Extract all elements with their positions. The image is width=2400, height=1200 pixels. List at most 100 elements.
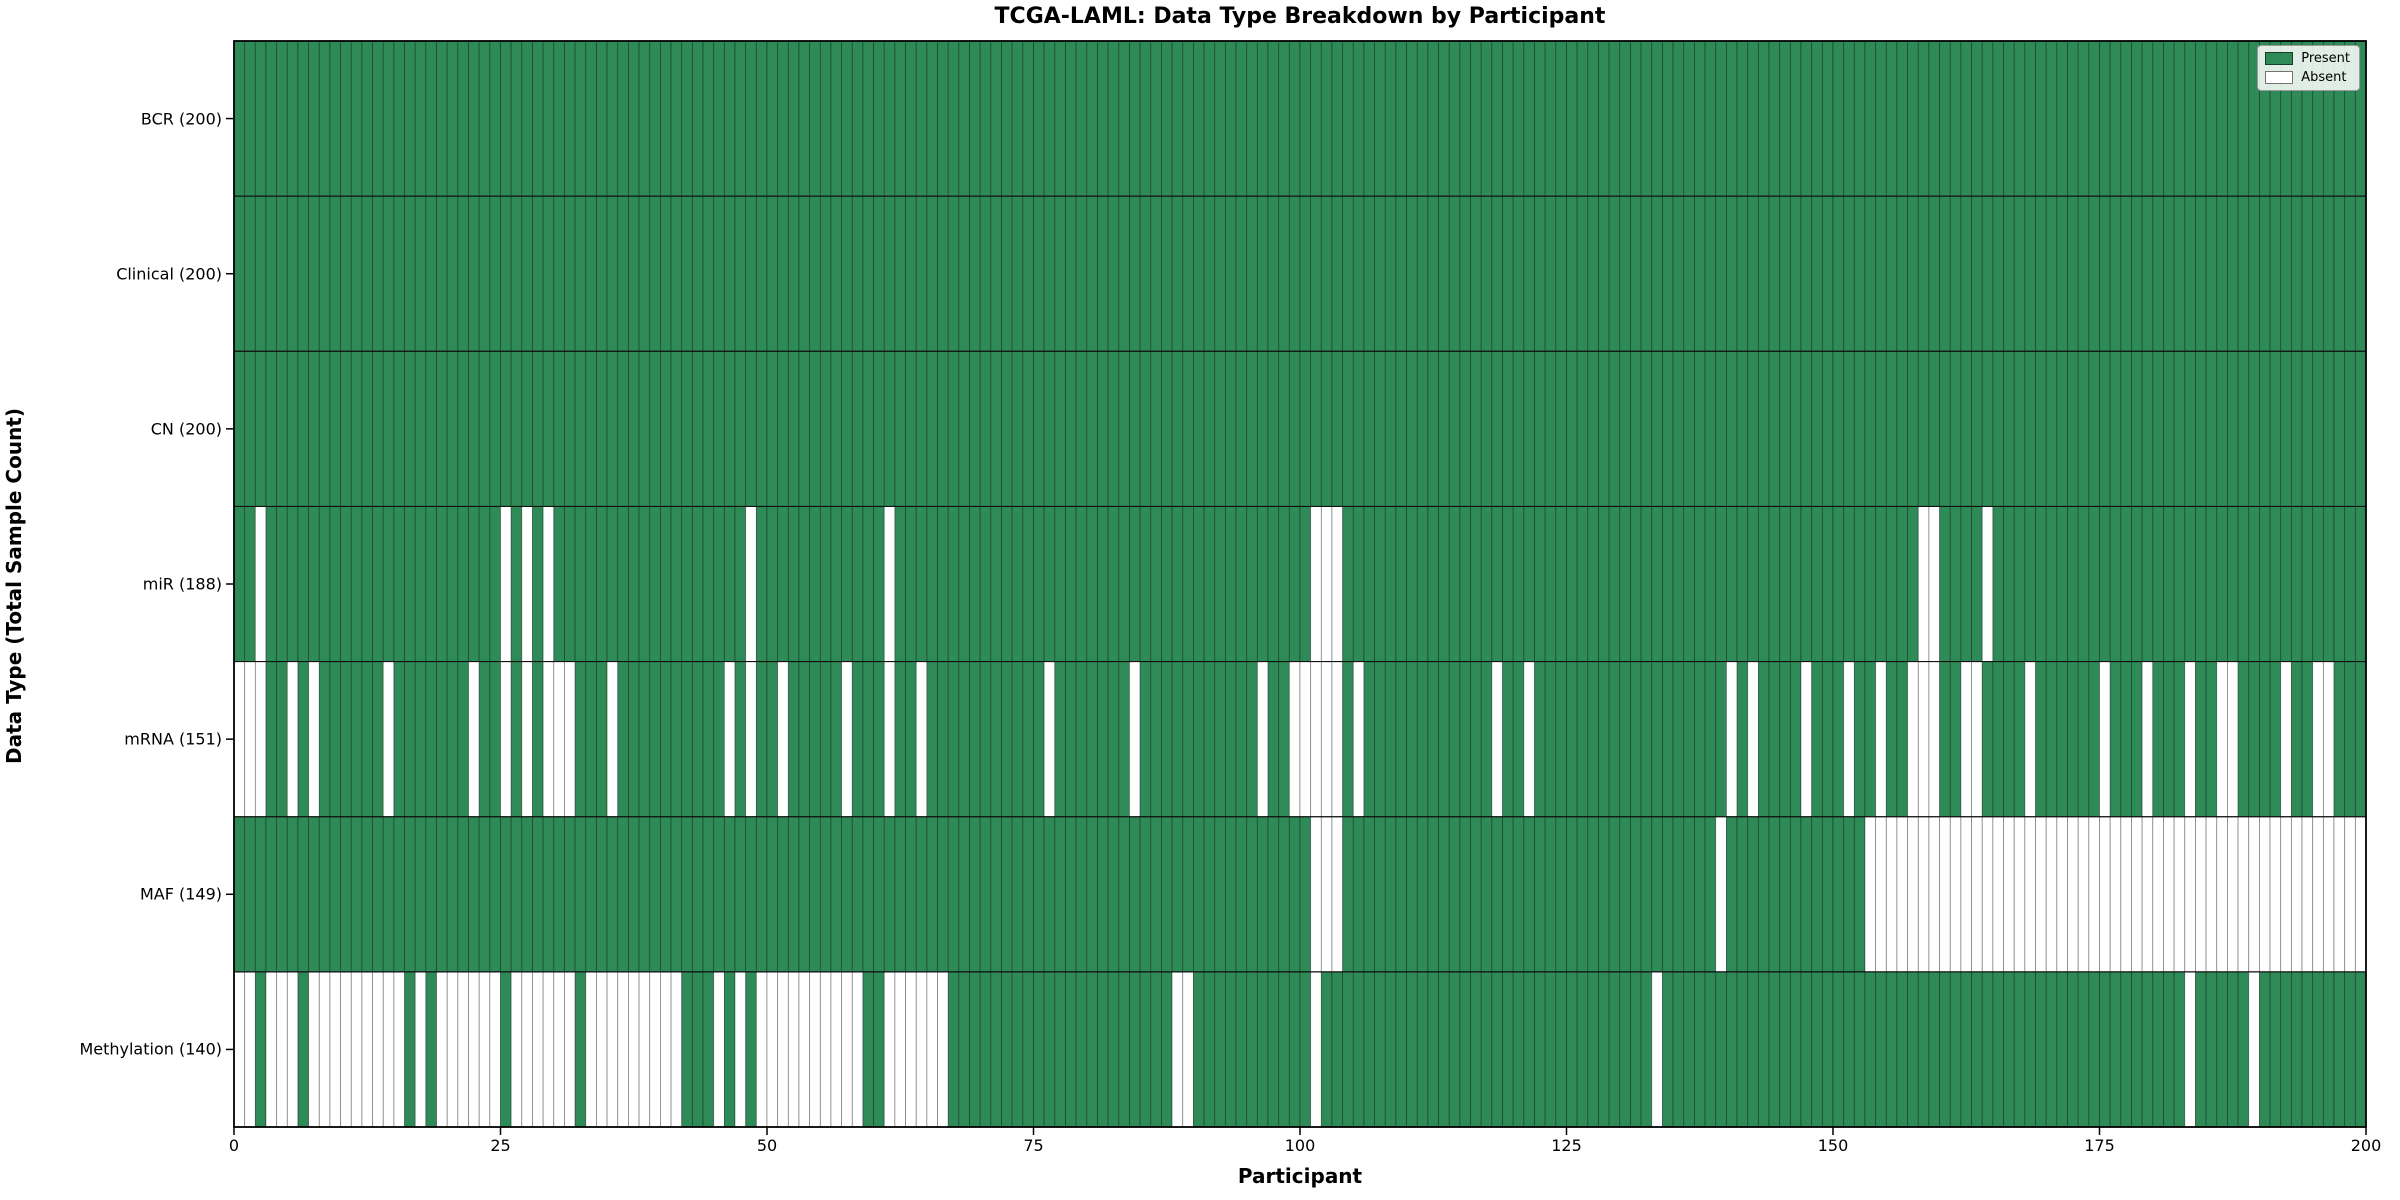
- heatmap-cell: [1694, 40, 1706, 197]
- heatmap-cell: [329, 661, 342, 818]
- heatmap-cell: [1960, 350, 1972, 507]
- heatmap-cell: [1971, 971, 1983, 1128]
- heatmap-cell: [1523, 661, 1535, 818]
- heatmap-cell: [1331, 971, 1344, 1128]
- heatmap-cell: [841, 350, 853, 507]
- heatmap-cell: [233, 350, 246, 507]
- heatmap-cell: [1853, 971, 1866, 1128]
- heatmap-cell: [521, 350, 533, 507]
- heatmap-cell: [1630, 350, 1642, 507]
- heatmap-cell: [1640, 40, 1653, 197]
- heatmap-cell: [1395, 506, 1407, 662]
- heatmap-cell: [1193, 661, 1205, 818]
- heatmap-cell: [862, 661, 875, 818]
- heatmap-cell: [1832, 40, 1845, 197]
- heatmap-cell: [553, 816, 565, 973]
- heatmap-cell: [1534, 350, 1546, 507]
- heatmap-cell: [1523, 971, 1535, 1128]
- heatmap-cell: [265, 40, 278, 197]
- heatmap-cell: [468, 40, 480, 197]
- heatmap-cell: [2035, 661, 2047, 818]
- heatmap-cell: [1512, 661, 1525, 818]
- heatmap-cell: [276, 816, 288, 973]
- heatmap-cell: [1960, 506, 1972, 662]
- heatmap-cell: [1544, 195, 1557, 352]
- heatmap-cell: [1715, 661, 1727, 818]
- heatmap-cell: [2344, 971, 2356, 1128]
- heatmap-cell: [766, 350, 779, 507]
- heatmap-cell: [660, 40, 672, 197]
- heatmap-cell: [1139, 971, 1152, 1128]
- heatmap-cell: [1715, 350, 1727, 507]
- heatmap-cell: [1662, 40, 1674, 197]
- heatmap-cell: [2013, 661, 2026, 818]
- heatmap-cell: [1203, 661, 1216, 818]
- heatmap-cell: [1054, 350, 1066, 507]
- heatmap-cell: [2354, 195, 2367, 352]
- heatmap-cell: [2035, 350, 2047, 507]
- heatmap-cell: [1193, 816, 1205, 973]
- heatmap-cell: [500, 971, 512, 1128]
- heatmap-cell: [265, 350, 278, 507]
- heatmap-cell: [404, 506, 416, 662]
- heatmap-cell: [1832, 350, 1845, 507]
- heatmap-cell: [670, 506, 683, 662]
- heatmap-cell: [681, 506, 693, 662]
- heatmap-cell: [2173, 195, 2186, 352]
- heatmap-cell: [2280, 350, 2292, 507]
- heatmap-cell: [1566, 661, 1578, 818]
- heatmap-cell: [297, 40, 310, 197]
- heatmap-cell: [713, 40, 725, 197]
- heatmap-cell: [489, 506, 501, 662]
- heatmap-cell: [1246, 661, 1258, 818]
- heatmap-cell: [1363, 40, 1376, 197]
- heatmap-cell: [1459, 195, 1471, 352]
- heatmap-cell: [2344, 350, 2356, 507]
- heatmap-cell: [1118, 506, 1130, 662]
- heatmap-cell: [2354, 350, 2367, 507]
- ytick-label-CN: CN (200): [150, 419, 222, 439]
- heatmap-cell: [1384, 506, 1397, 662]
- heatmap-cell: [1853, 195, 1866, 352]
- heatmap-cell: [809, 661, 821, 818]
- heatmap-cell: [244, 40, 256, 197]
- heatmap-cell: [308, 971, 320, 1128]
- heatmap-cell: [873, 971, 885, 1128]
- heatmap-cell: [1161, 506, 1173, 662]
- heatmap-cell: [340, 816, 352, 973]
- heatmap-cell: [2354, 506, 2367, 662]
- heatmap-cell: [1363, 971, 1376, 1128]
- heatmap-cell: [468, 661, 480, 818]
- legend-item-absent: Absent: [2265, 70, 2350, 85]
- heatmap-cell: [1736, 816, 1749, 973]
- heatmap-cell: [1171, 40, 1184, 197]
- heatmap-cell: [1896, 506, 1909, 662]
- heatmap-cell: [819, 350, 832, 507]
- heatmap-cell: [1630, 816, 1642, 973]
- heatmap-cell: [883, 816, 896, 973]
- heatmap-cell: [1779, 195, 1791, 352]
- heatmap-cell: [1811, 816, 1823, 973]
- heatmap-cell: [894, 350, 906, 507]
- heatmap-cell: [702, 40, 715, 197]
- heatmap-cell: [2152, 816, 2164, 973]
- heatmap-cell: [2056, 195, 2068, 352]
- heatmap-cell: [1107, 971, 1120, 1128]
- heatmap-cell: [1459, 350, 1471, 507]
- heatmap-cell: [382, 506, 395, 662]
- heatmap-cell: [2120, 40, 2132, 197]
- heatmap-cell: [1736, 40, 1749, 197]
- heatmap-cell: [414, 506, 427, 662]
- heatmap-cell: [1896, 195, 1909, 352]
- heatmap-cell: [1278, 971, 1290, 1128]
- heatmap-cell: [1555, 816, 1567, 973]
- heatmap-cell: [755, 40, 768, 197]
- heatmap-cell: [670, 40, 683, 197]
- heatmap-cell: [905, 350, 917, 507]
- heatmap-cell: [979, 661, 992, 818]
- heatmap-cell: [1182, 195, 1194, 352]
- heatmap-cell: [1747, 195, 1759, 352]
- heatmap-cell: [2258, 506, 2271, 662]
- heatmap-cell: [1949, 506, 1962, 662]
